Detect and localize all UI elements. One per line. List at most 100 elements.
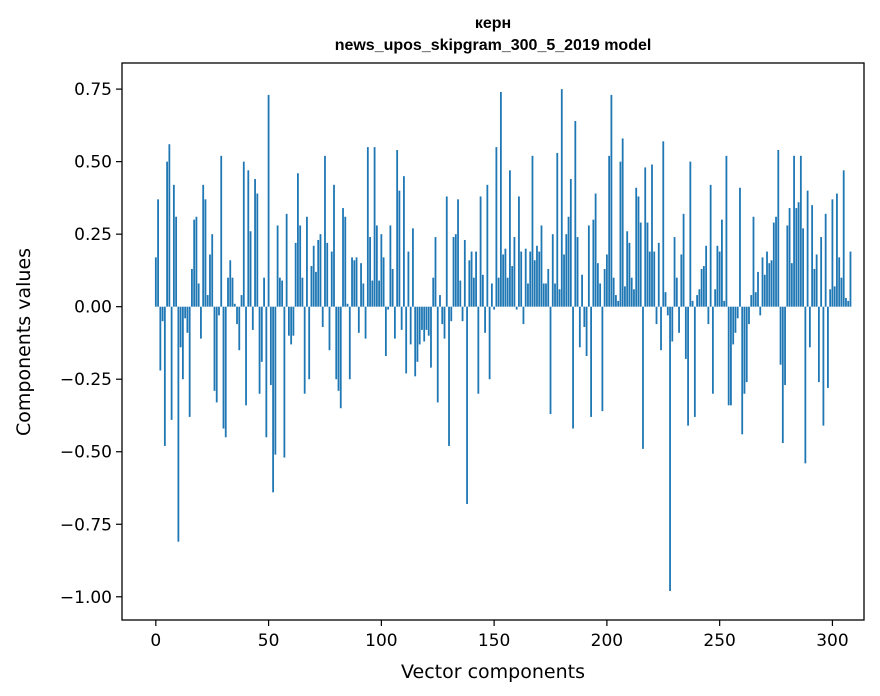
bar-13 (184, 306, 187, 319)
bar-38 (240, 295, 243, 307)
bar-119 (423, 306, 426, 342)
bar-259 (739, 187, 741, 307)
bar-151 (495, 147, 498, 307)
bar-200 (605, 254, 608, 307)
bar-33 (229, 260, 232, 307)
bar-109 (400, 306, 403, 330)
bar-167 (531, 155, 534, 307)
y-tick-label: 0.50 (74, 153, 112, 173)
bar-239 (693, 306, 696, 417)
bar-72 (317, 239, 320, 307)
bar-24 (209, 254, 211, 307)
bar-165 (527, 283, 529, 307)
bar-131 (450, 306, 453, 322)
bar-78 (330, 251, 333, 307)
bar-10 (177, 306, 180, 542)
x-tick-label: 50 (258, 631, 280, 651)
bar-292 (813, 268, 816, 307)
bar-190 (583, 306, 586, 327)
bar-228 (669, 306, 671, 591)
bar-213 (635, 187, 638, 307)
bar-300 (831, 199, 834, 307)
bar-141 (472, 277, 475, 307)
bar-43 (251, 306, 254, 330)
bar-243 (702, 266, 705, 307)
bar-31 (224, 306, 227, 438)
bar-299 (829, 289, 832, 307)
bar-2 (159, 306, 162, 371)
y-tick-label: 0.25 (74, 225, 112, 245)
y-tick-label: −0.50 (60, 443, 112, 463)
bar-232 (678, 306, 680, 333)
bar-216 (642, 306, 644, 449)
bar-198 (601, 306, 604, 412)
bar-16 (191, 268, 193, 307)
bar-136 (461, 306, 464, 322)
bar-149 (490, 283, 493, 307)
bar-8 (172, 184, 175, 307)
bar-125 (436, 306, 439, 403)
bar-295 (820, 237, 823, 307)
bar-224 (660, 306, 662, 351)
bar-142 (475, 251, 477, 307)
y-axis-label: Components values (13, 248, 35, 436)
bar-221 (653, 251, 656, 307)
bar-222 (655, 306, 658, 325)
bar-207 (621, 138, 624, 307)
bar-121 (427, 306, 430, 336)
x-tick-label: 100 (365, 631, 397, 651)
bar-201 (608, 155, 611, 307)
bar-204 (615, 295, 617, 307)
y-tick-label: −0.25 (60, 370, 112, 390)
bar-23 (206, 295, 209, 307)
bar-110 (403, 176, 405, 307)
x-axis-label: Vector components (401, 661, 585, 683)
bar-303 (838, 257, 841, 307)
bar-145 (481, 274, 484, 307)
bar-281 (788, 208, 791, 307)
bar-285 (797, 202, 800, 307)
bar-97 (373, 147, 376, 307)
bar-138 (466, 306, 468, 504)
bar-46 (258, 306, 261, 394)
bar-106 (393, 306, 396, 339)
bar-269 (761, 257, 764, 307)
bar-9 (175, 216, 178, 307)
bar-102 (384, 306, 387, 357)
bar-127 (441, 306, 444, 325)
bar-211 (630, 277, 633, 307)
bar-83 (342, 208, 344, 307)
bar-166 (529, 251, 532, 307)
bar-128 (443, 306, 446, 339)
bar-180 (560, 89, 563, 307)
bar-265 (752, 216, 755, 307)
bar-184 (569, 179, 572, 307)
bar-203 (612, 277, 615, 307)
bar-161 (518, 196, 520, 307)
bar-183 (567, 216, 570, 307)
bar-36 (236, 306, 238, 325)
bar-242 (700, 268, 703, 307)
y-tick-label: 0.00 (74, 298, 112, 318)
bar-152 (497, 277, 500, 307)
bar-7 (170, 306, 173, 420)
bar-100 (380, 234, 383, 307)
bar-193 (590, 306, 592, 417)
bar-77 (328, 306, 331, 351)
bar-59 (287, 306, 290, 336)
bar-90 (357, 306, 360, 333)
bar-155 (504, 248, 507, 307)
bar-246 (709, 184, 712, 307)
bar-296 (822, 306, 825, 426)
bar-50 (267, 94, 270, 307)
bar-116 (416, 306, 419, 362)
bar-5 (166, 161, 168, 307)
bar-182 (565, 234, 568, 307)
chart-subtitle: news_upos_skipgram_300_5_2019 model (335, 37, 652, 54)
bar-25 (211, 234, 214, 307)
x-axis: 0 50 100 150 200 250 300 (150, 620, 849, 651)
bar-275 (775, 216, 777, 307)
bar-215 (639, 222, 642, 307)
bar-57 (283, 306, 286, 458)
bar-173 (545, 283, 547, 307)
